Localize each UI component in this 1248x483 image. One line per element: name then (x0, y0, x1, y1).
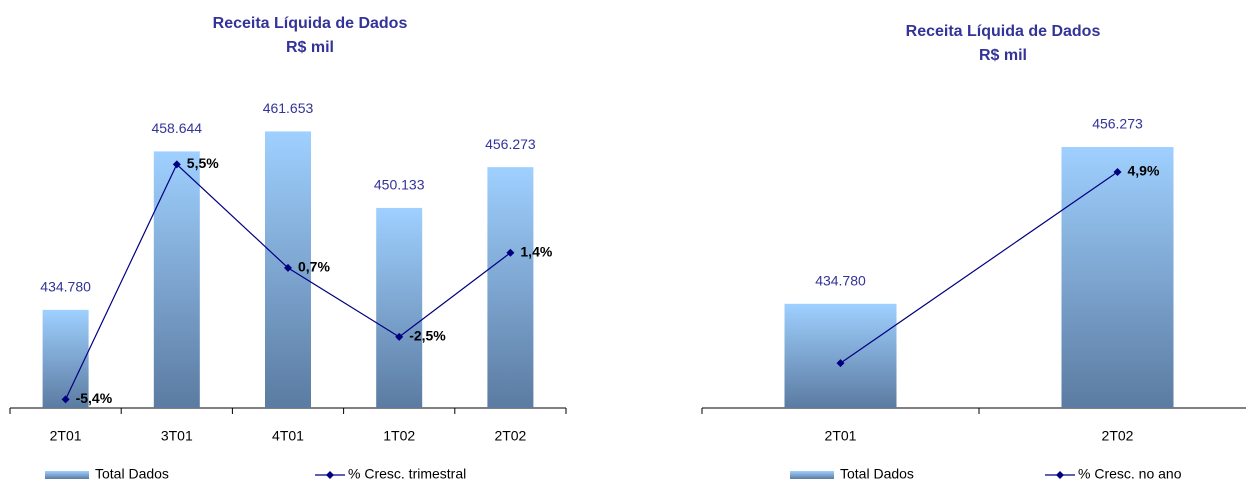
bar (784, 303, 897, 408)
legend-label: % Cresc. no ano (1078, 466, 1182, 482)
line-value-label: 4,9% (1128, 163, 1160, 179)
line-marker (61, 395, 70, 404)
x-tick-label: 2T02 (1102, 428, 1134, 444)
bar-value-label: 461.653 (263, 100, 314, 116)
bar (1061, 146, 1174, 408)
chart-subtitle: R$ mil (286, 39, 334, 56)
bar-value-label: 456.273 (485, 136, 536, 152)
legend-label: Total Dados (95, 466, 169, 482)
line-marker (836, 359, 845, 368)
legend-swatch (45, 471, 89, 479)
bar-value-label: 434.780 (815, 273, 866, 289)
bar-value-label: 458.644 (151, 120, 202, 136)
x-tick-label: 3T01 (161, 428, 193, 444)
chart-title: Receita Líquida de Dados (213, 15, 408, 32)
bar (376, 207, 423, 408)
bar-value-label: 450.133 (374, 177, 425, 193)
legend-label: Total Dados (840, 466, 914, 482)
legend-marker (326, 471, 334, 479)
line-value-label: 1,4% (520, 243, 552, 259)
bar-value-label: 456.273 (1092, 116, 1143, 132)
line-marker (172, 160, 181, 169)
chart-subtitle: R$ mil (979, 47, 1027, 64)
line-value-label: 5,5% (187, 155, 219, 171)
legend-label: % Cresc. trimestral (348, 466, 466, 482)
bar-value-label: 434.780 (40, 279, 91, 295)
line-marker (395, 332, 404, 341)
line-marker (1113, 167, 1122, 176)
line-marker (506, 248, 515, 257)
line (840, 171, 1118, 364)
bar (153, 151, 200, 408)
x-tick-label: 1T02 (383, 428, 415, 444)
bar (42, 309, 89, 408)
x-tick-label: 2T01 (50, 428, 82, 444)
x-tick-label: 2T01 (825, 428, 857, 444)
x-tick-label: 2T02 (494, 428, 526, 444)
bar (487, 167, 534, 408)
x-tick-label: 4T01 (272, 428, 304, 444)
chart-title: Receita Líquida de Dados (906, 23, 1101, 40)
legend-swatch (790, 471, 834, 479)
line-marker (284, 263, 292, 272)
line-value-label: 0,7% (298, 259, 330, 275)
legend-marker (1056, 471, 1064, 479)
line-value-label: -2,5% (409, 328, 446, 344)
line-value-label: -5,4% (76, 390, 113, 406)
